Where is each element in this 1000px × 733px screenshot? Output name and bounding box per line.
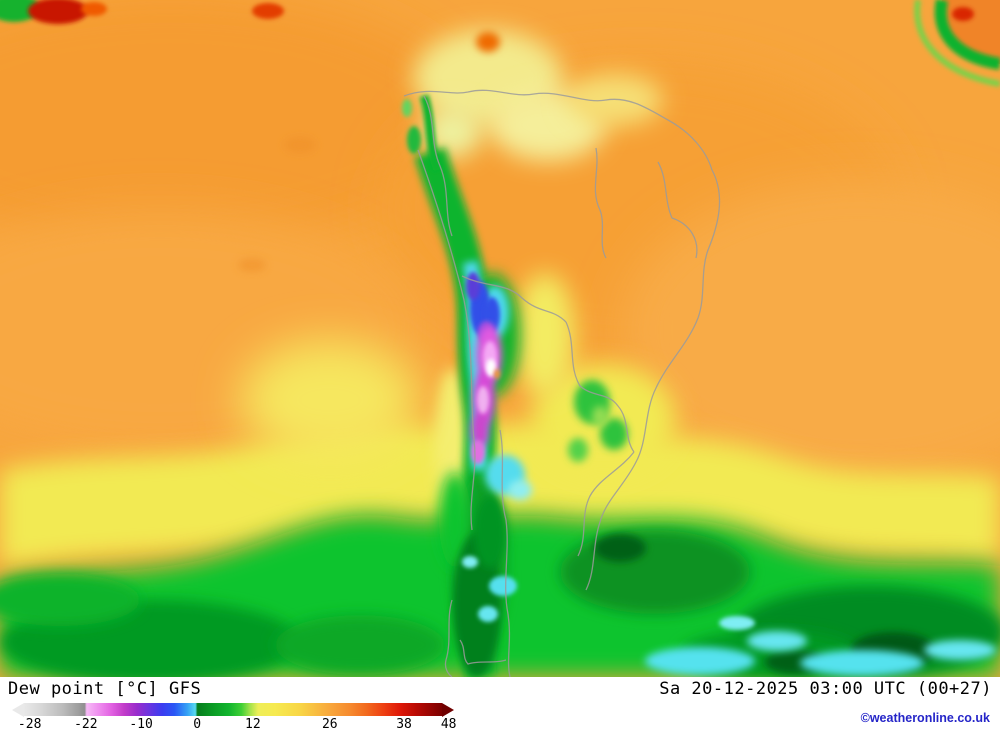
scale-arrow-left-icon <box>12 702 24 717</box>
map-timestamp: Sa 20-12-2025 03:00 UTC (00+27) <box>659 679 992 699</box>
map-title: Dew point [°C] GFS <box>8 679 202 699</box>
copyright-link[interactable]: ©weatheronline.co.uk <box>860 711 990 725</box>
scale-arrow-right-icon <box>442 702 454 717</box>
scale-tick: 38 <box>396 717 412 732</box>
scale-tick: -10 <box>129 717 153 732</box>
scale-tick: 48 <box>440 717 457 732</box>
scale-tick: 12 <box>245 717 261 732</box>
scale-tick: 26 <box>321 717 338 732</box>
map-area <box>0 0 1000 677</box>
scale-tick-labels: -28 -22 -10 0 12 26 38 48 <box>12 717 457 733</box>
dew-point-map <box>0 0 1000 677</box>
scale-tick: -28 <box>17 717 42 732</box>
color-scale-row <box>12 702 454 717</box>
scale-tick: -22 <box>74 717 98 732</box>
color-scale-legend: -28 -22 -10 0 12 26 38 48 <box>12 702 457 733</box>
color-scale-bar <box>24 703 442 716</box>
scale-tick: 0 <box>193 717 202 732</box>
country-borders <box>403 89 721 677</box>
footer-bar: Dew point [°C] GFS Sa 20-12-2025 03:00 U… <box>0 677 1000 733</box>
